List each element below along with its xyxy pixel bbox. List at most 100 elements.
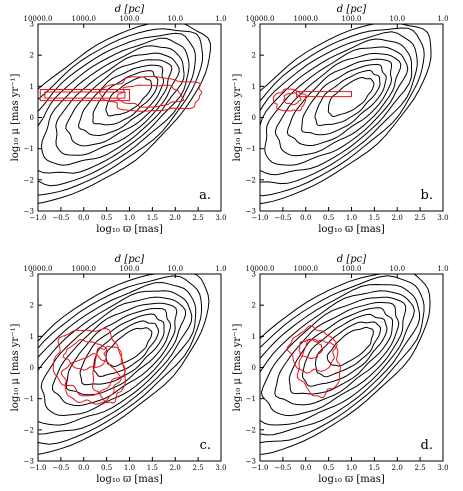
x-tick-label: 1.5 [147,214,158,222]
density-contours [260,274,431,455]
x-tick-label: 2.5 [415,214,426,222]
density-contour-level [300,63,387,136]
subset-contour [44,91,126,99]
density-contour-level [105,327,153,368]
density-contour-level [274,52,402,157]
top-tick-label: 1.0 [215,15,226,23]
x-axis-label: log₁₀ ϖ [mas] [318,474,385,485]
density-contours [38,274,210,455]
panel-b: −1.0 −0.5 0.0 0.5 1.0 1.5 2.0 2.5 3.0−3−2−101231… [232,4,449,235]
x-tick-label: 2.0 [392,464,403,472]
y-tick-label: 2 [30,302,34,310]
x-tick-label: 2.5 [415,464,426,472]
x-tick-label: −1.0 [30,464,47,472]
subset-contour [296,91,352,98]
y-tick-label: 1 [30,83,34,91]
top-axis-label: d [pc] [115,4,144,15]
subset-contours [39,75,203,112]
x-axis-label: log₁₀ ϖ [mas] [96,474,163,485]
subset-contour [62,339,108,371]
top-tick-label: 10000.0 [24,15,53,23]
panel-label: c. [200,438,211,453]
subset-contour [98,75,203,112]
top-tick-label: 1.0 [437,265,448,273]
density-contour-level [92,320,160,378]
top-tick-label: 10.0 [167,15,183,23]
density-contour-level [260,275,425,444]
y-tick-label: 1 [30,333,34,341]
x-tick-label: 1.0 [124,464,135,472]
top-tick-label: 1000.0 [72,15,97,23]
density-contours [38,24,211,204]
density-contour-level [79,313,165,386]
x-tick-label: 1.0 [346,464,357,472]
top-tick-label: 100.0 [119,265,139,273]
y-tick-label: 3 [30,271,34,279]
density-contour-level [55,52,180,156]
density-contour-level [260,27,425,197]
top-tick-label: 10000.0 [246,265,275,273]
y-tick-label: −1 [24,145,34,153]
x-tick-label: 2.0 [170,464,181,472]
y-tick-label: −3 [246,458,256,466]
top-tick-label: 10.0 [389,15,405,23]
x-tick-label: −0.5 [52,464,69,472]
density-contour-level [65,308,172,396]
subset-contour [52,327,126,397]
x-tick-label: −1.0 [30,214,47,222]
y-tick-label: 2 [252,52,256,60]
subset-contour [283,92,302,106]
density-contour-level [260,24,432,205]
x-tick-label: 3.0 [215,214,226,222]
panel-label: d. [421,438,433,453]
y-tick-label: −2 [246,426,256,434]
x-axis-label: log₁₀ ϖ [mas] [96,224,163,235]
y-tick-label: −1 [246,145,256,153]
y-tick-label: 1 [252,333,256,341]
subset-contour [92,345,126,404]
density-contour-level [314,70,381,127]
y-axis-label: log₁₀ μ [mas yr⁻¹] [232,324,243,412]
x-tick-label: 3.0 [215,464,226,472]
density-contour-level [92,70,159,126]
density-contour-level [40,296,187,417]
x-tick-label: 0.0 [300,464,311,472]
top-tick-label: 10.0 [167,265,183,273]
subset-contour [39,88,130,102]
panel-d: −1.0 −0.5 0.0 0.5 1.0 1.5 2.0 2.5 3.0−3−2−101231… [232,254,449,485]
top-tick-label: 1000.0 [294,265,319,273]
density-contour-level [260,274,431,455]
y-tick-label: −2 [246,176,256,184]
density-contour-level [264,46,409,166]
x-tick-label: 0.0 [78,464,89,472]
density-contour-level [260,283,421,436]
x-axis-label: log₁₀ ϖ [mas] [318,224,385,235]
density-contour-level [314,321,382,378]
top-tick-label: 100.0 [341,265,361,273]
y-tick-label: 0 [30,114,34,122]
x-tick-label: 2.0 [170,214,181,222]
x-tick-label: 0.5 [323,214,334,222]
y-tick-label: 3 [30,21,34,29]
x-tick-label: 1.5 [147,464,158,472]
top-axis-label: d [pc] [337,254,366,265]
density-contour-level [286,58,393,147]
density-contour-level [260,31,418,185]
density-contour-level [38,274,210,455]
x-tick-label: 1.5 [369,214,380,222]
density-contour-level [38,290,193,426]
y-tick-label: −3 [24,458,34,466]
density-contour-level [65,59,173,147]
x-tick-label: 0.0 [300,214,311,222]
x-tick-label: 2.0 [392,214,403,222]
subset-contours [52,327,126,405]
density-contour-level [51,302,178,407]
y-tick-label: 2 [30,52,34,60]
density-contour-level [260,296,407,417]
y-tick-label: −1 [24,395,34,403]
x-tick-label: 3.0 [437,464,448,472]
y-tick-label: 3 [252,271,256,279]
y-axis-label: log₁₀ μ [mas yr⁻¹] [10,324,21,412]
top-axis-label: d [pc] [115,254,144,265]
y-tick-label: 0 [30,364,34,372]
